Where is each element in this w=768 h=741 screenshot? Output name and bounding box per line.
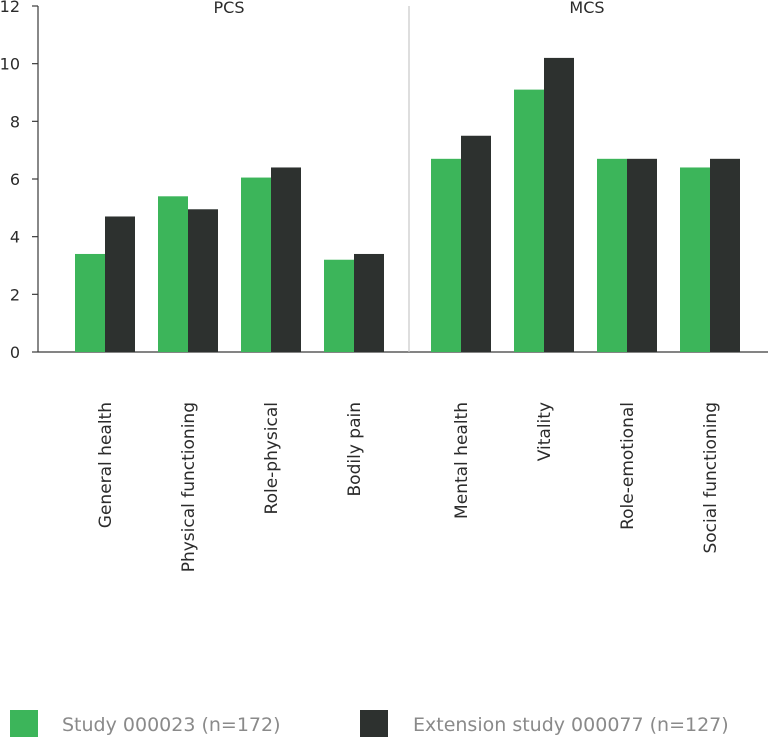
bar-study-4 [431, 158, 461, 352]
y-tick-label: 10 [0, 55, 20, 74]
bar-study-3 [324, 259, 354, 352]
legend-swatch-study [10, 710, 38, 737]
bar-study-1 [158, 196, 188, 352]
bar-extension-2 [271, 167, 301, 352]
bar-extension-7 [710, 158, 740, 352]
bar-extension-1 [188, 209, 218, 352]
category-label: Mental health [452, 402, 472, 519]
y-tick-label: 2 [10, 285, 20, 304]
legend-label-extension: Extension study 000077 (n=127) [413, 714, 729, 736]
category-label: Social functioning [701, 402, 721, 554]
category-label: Physical functioning [179, 402, 199, 572]
category-label: Bodily pain [345, 402, 365, 496]
y-tick-label: 12 [0, 0, 20, 16]
y-tick-label: 4 [10, 228, 20, 247]
category-label: Role-emotional [618, 402, 638, 530]
group-label-pcs: PCS [214, 0, 245, 17]
bars-layer [75, 57, 740, 353]
category-label: Role-physical [262, 402, 282, 514]
legend: Study 000023 (n=172) Extension study 0000… [10, 710, 729, 737]
category-label: General health [96, 402, 116, 528]
y-tick-label: 0 [10, 343, 20, 362]
bar-extension-3 [354, 253, 384, 352]
bar-study-6 [597, 158, 627, 352]
bar-study-7 [680, 167, 710, 352]
bar-study-0 [75, 253, 105, 352]
bar-study-2 [241, 177, 271, 352]
bar-extension-4 [461, 135, 491, 352]
bar-study-5 [514, 89, 544, 352]
y-tick-label: 8 [10, 112, 20, 131]
group-label-mcs: MCS [569, 0, 604, 17]
bar-extension-0 [105, 216, 135, 352]
legend-label-study: Study 000023 (n=172) [62, 714, 281, 736]
labels-layer: PCS MCS General health Physical functioning… [96, 0, 721, 572]
y-tick-label: 6 [10, 170, 20, 189]
bar-extension-6 [627, 158, 657, 352]
bar-extension-5 [544, 57, 574, 353]
category-label: Vitality [535, 402, 555, 461]
legend-swatch-extension [360, 710, 388, 737]
